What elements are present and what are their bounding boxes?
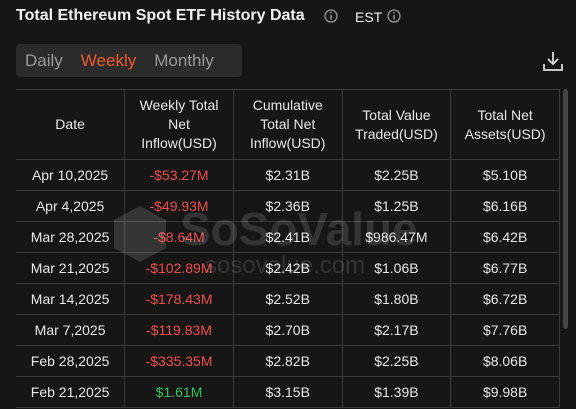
table-cell: $2.25B xyxy=(341,159,452,191)
table-cell: $1.39B xyxy=(341,376,452,408)
table-cell: -$119.83M xyxy=(124,314,234,346)
table-cell: -$53.27M xyxy=(124,159,234,191)
table-cell: -$178.43M xyxy=(124,283,234,315)
tab[interactable]: Daily xyxy=(25,50,63,70)
table-cell: $2.70B xyxy=(232,314,343,346)
column-header: Total Net Assets(USD) xyxy=(450,89,560,160)
table-cell: $6.42B xyxy=(450,221,560,253)
table-cell: $2.17B xyxy=(341,314,452,346)
table-row: Mar 28,2025 -$8.64M $2.41B $986.47M $6.42B xyxy=(16,221,560,253)
column-header: Cumulative Total Net Inflow(USD) xyxy=(232,89,343,160)
table-row: Apr 4,2025 -$49.93M $2.36B $1.25B $6.16B xyxy=(16,190,560,222)
table-cell: $3.15B xyxy=(232,376,343,408)
table-cell: -$49.93M xyxy=(124,190,234,222)
table-cell: Apr 4,2025 xyxy=(16,190,126,222)
table-cell: $9.98B xyxy=(450,376,560,408)
tab-bar: Daily Weekly Monthly xyxy=(16,44,242,77)
table-cell: $1.25B xyxy=(341,190,452,222)
download-button[interactable] xyxy=(542,50,564,72)
table-cell: Mar 21,2025 xyxy=(16,252,126,284)
table-cell: $6.77B xyxy=(450,252,560,284)
table-cell: -$102.89M xyxy=(124,252,234,284)
title: Total Ethereum Spot ETF History Data xyxy=(16,7,305,24)
column-header: Total Value Traded(USD) xyxy=(341,89,452,160)
table-cell: $986.47M xyxy=(341,221,452,253)
table-row: Feb 21,2025 $1.61M $3.15B $1.39B $9.98B xyxy=(16,376,560,408)
table-cell: $8.06B xyxy=(450,345,560,377)
timezone: EST xyxy=(355,9,383,25)
header-row: Date Weekly Total Net Inflow(USD) Cumulati… xyxy=(16,89,560,160)
info-icon[interactable] xyxy=(324,9,338,23)
table-cell: $6.72B xyxy=(450,283,560,315)
table-cell: Mar 14,2025 xyxy=(16,283,126,315)
table-row: Apr 10,2025 -$53.27M $2.31B $2.25B $5.10B xyxy=(16,159,560,191)
scrollbar[interactable] xyxy=(563,89,568,329)
table-row: Mar 7,2025 -$119.83M $2.70B $2.17B $7.76B xyxy=(16,314,560,346)
table-cell: Apr 10,2025 xyxy=(16,159,126,191)
table-row: Mar 14,2025 -$178.43M $2.52B $1.80B $6.72B xyxy=(16,283,560,315)
table-cell: -$335.35M xyxy=(124,345,234,377)
table-cell: $2.31B xyxy=(232,159,343,191)
table-cell: $2.25B xyxy=(341,345,452,377)
table-cell: $1.80B xyxy=(341,283,452,315)
table-cell: Mar 28,2025 xyxy=(16,221,126,253)
table-cell: Feb 28,2025 xyxy=(16,345,126,377)
table-cell: $2.52B xyxy=(232,283,343,315)
table-row: Feb 28,2025 -$335.35M $2.82B $2.25B $8.06B xyxy=(16,345,560,377)
table-cell: $2.82B xyxy=(232,345,343,377)
table-cell: $1.61M xyxy=(124,376,234,408)
column-header: Date xyxy=(16,89,126,160)
info-icon[interactable] xyxy=(387,9,401,23)
table-container: Date Weekly Total Net Inflow(USD) Cumulati… xyxy=(16,89,560,409)
table-cell: -$8.64M xyxy=(124,221,234,253)
table-cell: $5.10B xyxy=(450,159,560,191)
table-cell: Feb 21,2025 xyxy=(16,376,126,408)
table-cell: Mar 7,2025 xyxy=(16,314,126,346)
column-header: Weekly Total Net Inflow(USD) xyxy=(124,89,234,160)
table-cell: $2.36B xyxy=(232,190,343,222)
table-row: Mar 21,2025 -$102.89M $2.42B $1.06B $6.77B xyxy=(16,252,560,284)
table-cell: $6.16B xyxy=(450,190,560,222)
tab[interactable]: Weekly xyxy=(80,50,137,70)
tab[interactable]: Monthly xyxy=(154,50,214,70)
table-cell: $1.06B xyxy=(341,252,452,284)
table-cell: $7.76B xyxy=(450,314,560,346)
table-cell: $2.42B xyxy=(232,252,343,284)
data-table: Date Weekly Total Net Inflow(USD) Cumulati… xyxy=(16,89,560,408)
table-cell: $2.41B xyxy=(232,221,343,253)
